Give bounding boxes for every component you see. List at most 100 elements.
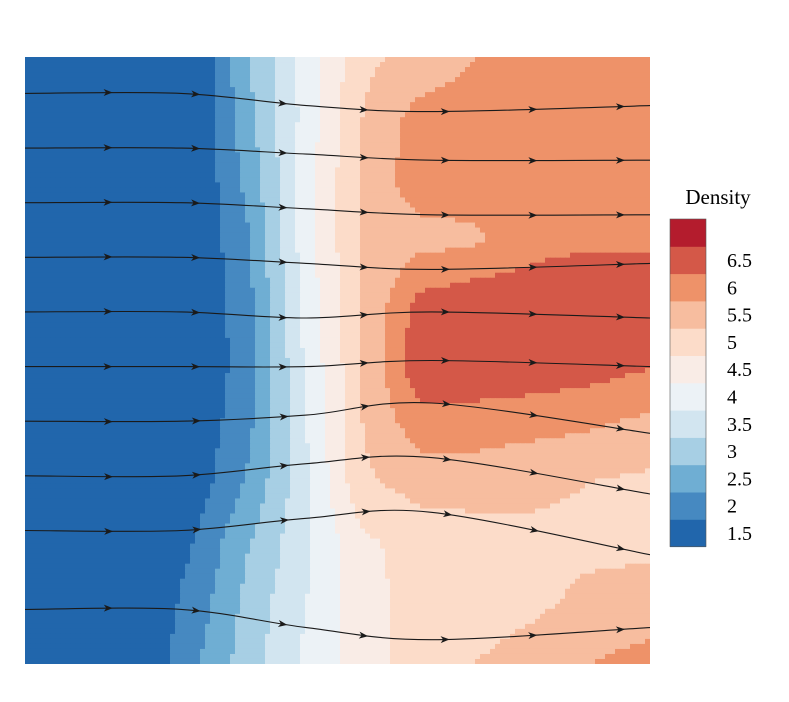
contour-cell — [175, 152, 181, 158]
contour-cell — [500, 77, 506, 83]
contour-cell — [540, 172, 546, 178]
contour-cell — [115, 252, 121, 259]
contour-cell — [275, 172, 281, 178]
contour-cell — [285, 87, 291, 93]
contour-cell — [30, 62, 36, 68]
contour-cell — [345, 182, 351, 189]
contour-cell — [460, 182, 466, 189]
contour-cell — [45, 192, 51, 199]
contour-cell — [585, 132, 591, 138]
contour-cell — [595, 97, 601, 103]
contour-cell — [170, 217, 176, 224]
contour-cell — [595, 117, 601, 123]
contour-cell — [300, 212, 306, 219]
contour-cell — [40, 112, 46, 118]
contour-cell — [300, 137, 306, 143]
contour-cell — [245, 152, 251, 158]
contour-cell — [85, 212, 91, 219]
contour-cell — [290, 157, 296, 163]
contour-cell — [595, 107, 601, 113]
contour-cell — [150, 237, 156, 244]
contour-cell — [430, 127, 436, 133]
contour-cell — [595, 227, 601, 234]
contour-cell — [350, 217, 356, 224]
contour-cell — [590, 67, 596, 73]
contour-cell — [130, 62, 136, 68]
contour-cell — [235, 102, 241, 108]
contour-cell — [420, 62, 426, 68]
contour-cell — [245, 112, 251, 118]
contour-cell — [170, 57, 176, 63]
contour-cell — [560, 107, 566, 113]
contour-cell — [405, 157, 411, 163]
contour-cell — [565, 102, 571, 108]
contour-cell — [480, 77, 486, 83]
contour-cell — [645, 247, 650, 254]
contour-cell — [415, 172, 421, 178]
contour-cell — [185, 162, 191, 168]
contour-cell — [35, 182, 41, 189]
contour-cell — [235, 97, 241, 103]
contour-cell — [235, 157, 241, 163]
contour-cell — [580, 172, 586, 178]
contour-cell — [575, 142, 581, 148]
contour-cell — [565, 237, 571, 244]
contour-cell — [80, 222, 86, 229]
contour-cell — [160, 97, 166, 103]
contour-cell — [35, 232, 41, 239]
contour-cell — [630, 187, 636, 194]
contour-cell — [600, 62, 606, 68]
contour-cell — [320, 57, 326, 63]
contour-cell — [215, 237, 221, 244]
contour-cell — [125, 142, 131, 148]
contour-cell — [470, 252, 476, 259]
contour-cell — [540, 252, 546, 259]
contour-cell — [125, 167, 131, 173]
contour-cell — [505, 142, 511, 148]
contour-cell — [285, 152, 291, 158]
contour-cell — [645, 82, 650, 88]
contour-cell — [55, 72, 61, 78]
contour-cell — [485, 167, 491, 173]
contour-cell — [435, 77, 441, 83]
contour-cell — [185, 182, 191, 189]
contour-cell — [485, 117, 491, 123]
contour-cell — [115, 172, 121, 178]
contour-cell — [340, 247, 346, 254]
contour-cell — [470, 152, 476, 158]
contour-cell — [525, 152, 531, 158]
contour-cell — [85, 137, 91, 143]
contour-cell — [380, 142, 386, 148]
contour-cell — [580, 87, 586, 93]
contour-cell — [375, 197, 381, 204]
contour-cell — [230, 92, 236, 98]
contour-cell — [640, 237, 646, 244]
contour-cell — [105, 107, 111, 113]
contour-cell — [340, 232, 346, 239]
contour-cell — [130, 137, 136, 143]
contour-cell — [295, 202, 301, 209]
contour-cell — [170, 142, 176, 148]
contour-cell — [170, 172, 176, 178]
contour-cell — [635, 62, 641, 68]
contour-cell — [440, 227, 446, 234]
contour-cell — [375, 57, 381, 63]
contour-cell — [140, 172, 146, 178]
contour-cell — [520, 62, 526, 68]
contour-cell — [465, 182, 471, 189]
contour-cell — [160, 187, 166, 194]
contour-cell — [480, 202, 486, 209]
contour-cell — [500, 147, 506, 153]
contour-cell — [530, 142, 536, 148]
contour-cell — [540, 102, 546, 108]
contour-cell — [325, 77, 331, 83]
contour-cell — [290, 252, 296, 259]
contour-cell — [535, 62, 541, 68]
contour-cell — [290, 57, 296, 63]
contour-cell — [460, 242, 466, 249]
contour-cell — [410, 67, 416, 73]
contour-cell — [145, 57, 151, 63]
contour-cell — [175, 162, 181, 168]
contour-cell — [480, 247, 486, 254]
contour-cell — [225, 207, 231, 214]
